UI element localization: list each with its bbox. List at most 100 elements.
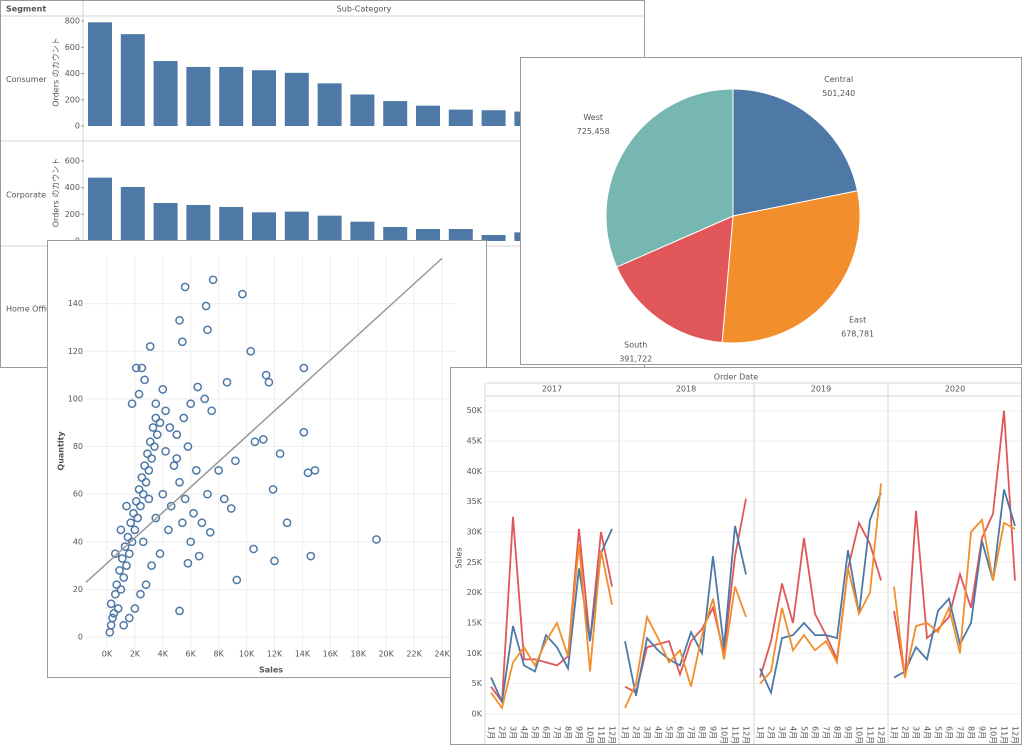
line <box>624 498 747 695</box>
x-tick-label: 5月 <box>934 726 943 739</box>
y-tick-label: 0 <box>78 633 83 642</box>
x-tick-label: 4K <box>158 650 169 659</box>
pie-chart: Central 501,240 East 678,781 South 391,722 Wes… <box>577 75 875 363</box>
point <box>175 477 184 487</box>
x-tick-label: 7月 <box>822 726 831 739</box>
y-axis-label: Quantity <box>57 431 66 471</box>
x-tick-label: 11月 <box>1000 726 1009 744</box>
point <box>177 518 187 528</box>
x-tick-label: 10月 <box>586 726 595 744</box>
slice-label: West <box>583 113 603 122</box>
x-tick-label: 9月 <box>844 726 853 739</box>
point <box>130 525 140 535</box>
x-tick-label: 11月 <box>866 726 875 744</box>
point <box>282 518 292 528</box>
y-tick-label: 400 <box>65 183 80 192</box>
x-tick-label: 16K <box>323 650 339 659</box>
y-tick-label: 15K <box>467 618 483 627</box>
bar <box>350 221 375 241</box>
x-tick-label: 4月 <box>520 726 529 739</box>
x-tick-label: 1月 <box>756 726 765 739</box>
point <box>306 551 316 561</box>
y-tick-label: 0K <box>472 709 483 718</box>
point <box>177 337 187 347</box>
point <box>106 599 116 609</box>
point <box>147 561 156 570</box>
point <box>172 454 182 463</box>
bar <box>219 66 244 126</box>
point <box>214 466 223 475</box>
row-label: Consumer <box>6 75 48 84</box>
x-tick-label: 12K <box>267 650 283 659</box>
point <box>124 549 134 559</box>
bar <box>383 101 408 126</box>
x-tick-label: 9月 <box>709 726 718 739</box>
point <box>144 466 154 475</box>
point <box>120 542 130 551</box>
point <box>145 437 155 447</box>
x-tick-label: 3月 <box>912 726 921 739</box>
pie-slice <box>732 88 859 217</box>
bar <box>284 211 309 241</box>
line <box>893 489 1016 679</box>
x-tick-label: 6月 <box>676 726 685 739</box>
y-tick-label: 30K <box>467 527 483 536</box>
x-tick-label: 3月 <box>643 726 652 739</box>
point <box>116 585 126 594</box>
y-tick-label: 200 <box>65 95 80 104</box>
pie-slice <box>605 88 734 268</box>
x-tick-label: 24K <box>434 650 450 659</box>
bar <box>88 177 112 241</box>
slice-label: East <box>849 316 866 325</box>
point <box>203 325 212 335</box>
x-tick-label: 12月 <box>1011 726 1020 744</box>
bar <box>88 22 112 126</box>
y-tick-label: 600 <box>65 43 80 52</box>
point <box>203 489 212 499</box>
x-tick-label: 5月 <box>665 726 674 739</box>
point <box>193 382 203 392</box>
y-tick-label: 800 <box>65 17 80 26</box>
bar <box>219 206 244 241</box>
point <box>141 477 151 487</box>
point <box>299 427 309 437</box>
line <box>624 525 747 696</box>
point <box>137 473 147 482</box>
x-tick-label: 14K <box>295 650 311 659</box>
x-tick-label: 18K <box>351 650 367 659</box>
point <box>155 549 165 559</box>
column-header: Sub-Category <box>337 5 392 14</box>
point <box>151 413 161 423</box>
line <box>490 528 613 705</box>
line <box>490 544 613 710</box>
x-tick-label: 8月 <box>564 726 573 739</box>
line <box>624 586 747 709</box>
y-tick-label: 40 <box>73 537 83 546</box>
point <box>119 620 129 630</box>
point <box>152 430 162 439</box>
point <box>151 399 161 409</box>
point <box>258 435 268 444</box>
bar <box>120 34 145 127</box>
point <box>179 413 189 423</box>
point <box>172 430 182 439</box>
point <box>130 604 140 613</box>
point <box>138 537 148 547</box>
bar <box>252 212 276 241</box>
point <box>226 504 236 513</box>
point <box>117 554 127 563</box>
x-tick-label: 11月 <box>597 726 606 744</box>
point <box>180 282 190 292</box>
point <box>232 575 242 585</box>
point <box>109 608 119 618</box>
slice-value: 391,722 <box>619 354 652 363</box>
y-tick-label: 140 <box>68 299 83 308</box>
x-tick-label: 2月 <box>767 726 776 739</box>
slice-label: Central <box>824 75 853 84</box>
line-panel: Order Date Sales 0K 5K 10K 15K 20K 25K 30K 35K 40K… <box>450 367 1022 745</box>
x-tick-label: 8K <box>213 650 224 659</box>
x-tick-label: 9月 <box>978 726 987 739</box>
point <box>207 406 217 416</box>
point <box>124 613 134 623</box>
